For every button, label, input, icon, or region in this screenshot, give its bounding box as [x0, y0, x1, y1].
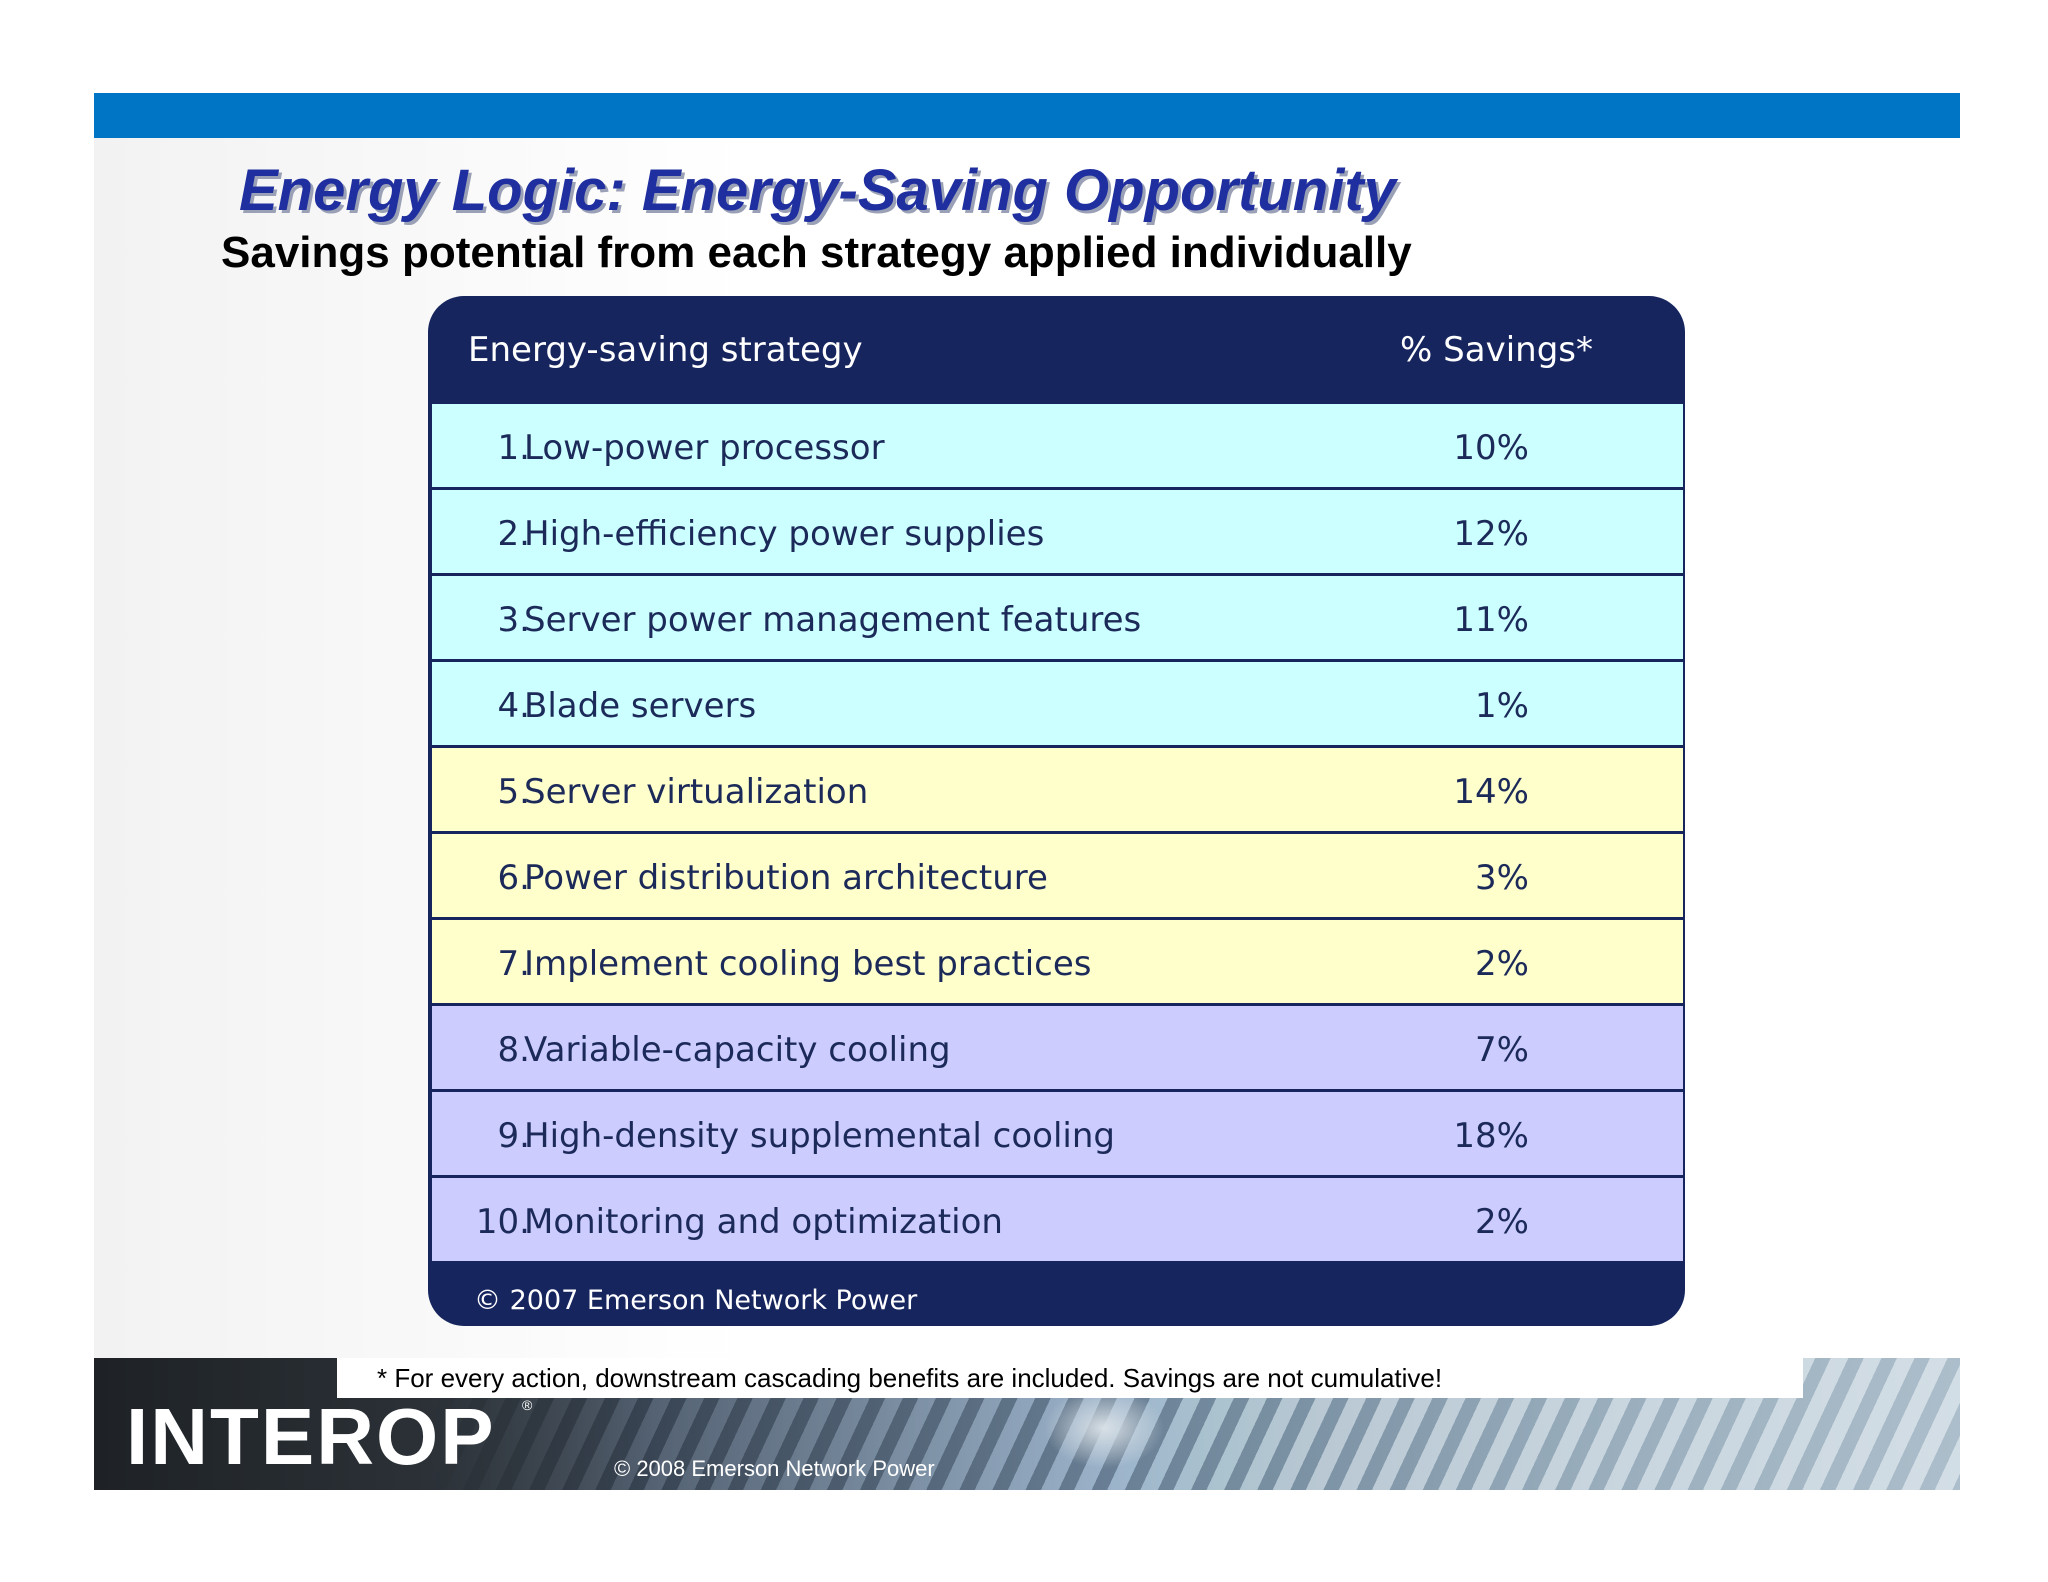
table-row: 3. Server power management features 11% [432, 576, 1683, 659]
row-strategy: Server power management features [524, 600, 1142, 640]
row-strategy: Implement cooling best practices [524, 944, 1092, 984]
savings-table: Energy-saving strategy % Savings* 1. Low… [428, 296, 1685, 1326]
top-bar [94, 93, 1960, 138]
table-row: 6. Power distribution architecture 3% [432, 834, 1683, 917]
row-number: 1. [497, 428, 530, 468]
table-row: 9. High-density supplemental cooling 18% [432, 1092, 1683, 1175]
row-number: 3. [497, 600, 530, 640]
table-row: 1. Low-power processor 10% [432, 404, 1683, 487]
header-strategy: Energy-saving strategy [468, 330, 863, 370]
row-savings: 7% [1475, 1030, 1529, 1070]
row-number: 7. [497, 944, 530, 984]
row-savings: 2% [1475, 944, 1529, 984]
table-header: Energy-saving strategy % Savings* [428, 296, 1685, 404]
row-savings: 1% [1475, 686, 1529, 726]
table-copyright: © 2007 Emerson Network Power [474, 1285, 918, 1316]
table-body: 1. Low-power processor 10% 2. High-effic… [432, 404, 1683, 1264]
row-number: 2. [497, 514, 530, 554]
footnote-background [337, 1358, 1803, 1398]
row-savings: 18% [1453, 1116, 1529, 1156]
row-savings: 14% [1453, 772, 1529, 812]
row-number: 9. [497, 1116, 530, 1156]
row-strategy: Server virtualization [524, 772, 869, 812]
row-strategy: High-efficiency power supplies [524, 514, 1045, 554]
row-number: 8. [497, 1030, 530, 1070]
row-savings: 10% [1453, 428, 1529, 468]
row-number: 5. [497, 772, 530, 812]
row-strategy: Variable-capacity cooling [524, 1030, 951, 1070]
row-strategy: Power distribution architecture [524, 858, 1048, 898]
row-savings: 11% [1453, 600, 1529, 640]
slide-copyright: © 2008 Emerson Network Power [614, 1456, 935, 1481]
table-row: 4. Blade servers 1% [432, 662, 1683, 745]
table-row: 10. Monitoring and optimization 2% [432, 1178, 1683, 1261]
slide-subtitle: Savings potential from each strategy app… [221, 228, 1412, 277]
slide-title: Energy Logic: Energy-Saving Opportunity [239, 158, 1396, 223]
table-row: 5. Server virtualization 14% [432, 748, 1683, 831]
slide: Energy Logic: Energy-Saving Opportunity … [94, 93, 1960, 1490]
row-savings: 2% [1475, 1202, 1529, 1242]
row-strategy: High-density supplemental cooling [524, 1116, 1115, 1156]
row-number: 6. [497, 858, 530, 898]
interop-logo: INTEROP [126, 1392, 496, 1481]
table-row: 8. Variable-capacity cooling 7% [432, 1006, 1683, 1089]
row-number: 10. [475, 1202, 530, 1242]
registered-mark: ® [522, 1397, 533, 1413]
row-savings: 3% [1475, 858, 1529, 898]
row-strategy: Low-power processor [524, 428, 885, 468]
row-number: 4. [497, 686, 530, 726]
table-row: 2. High-efficiency power supplies 12% [432, 490, 1683, 573]
header-savings: % Savings* [1400, 330, 1593, 370]
row-savings: 12% [1453, 514, 1529, 554]
row-strategy: Monitoring and optimization [524, 1202, 1003, 1242]
row-strategy: Blade servers [524, 686, 757, 726]
footnote: * For every action, downstream cascading… [377, 1363, 1443, 1393]
table-row: 7. Implement cooling best practices 2% [432, 920, 1683, 1003]
